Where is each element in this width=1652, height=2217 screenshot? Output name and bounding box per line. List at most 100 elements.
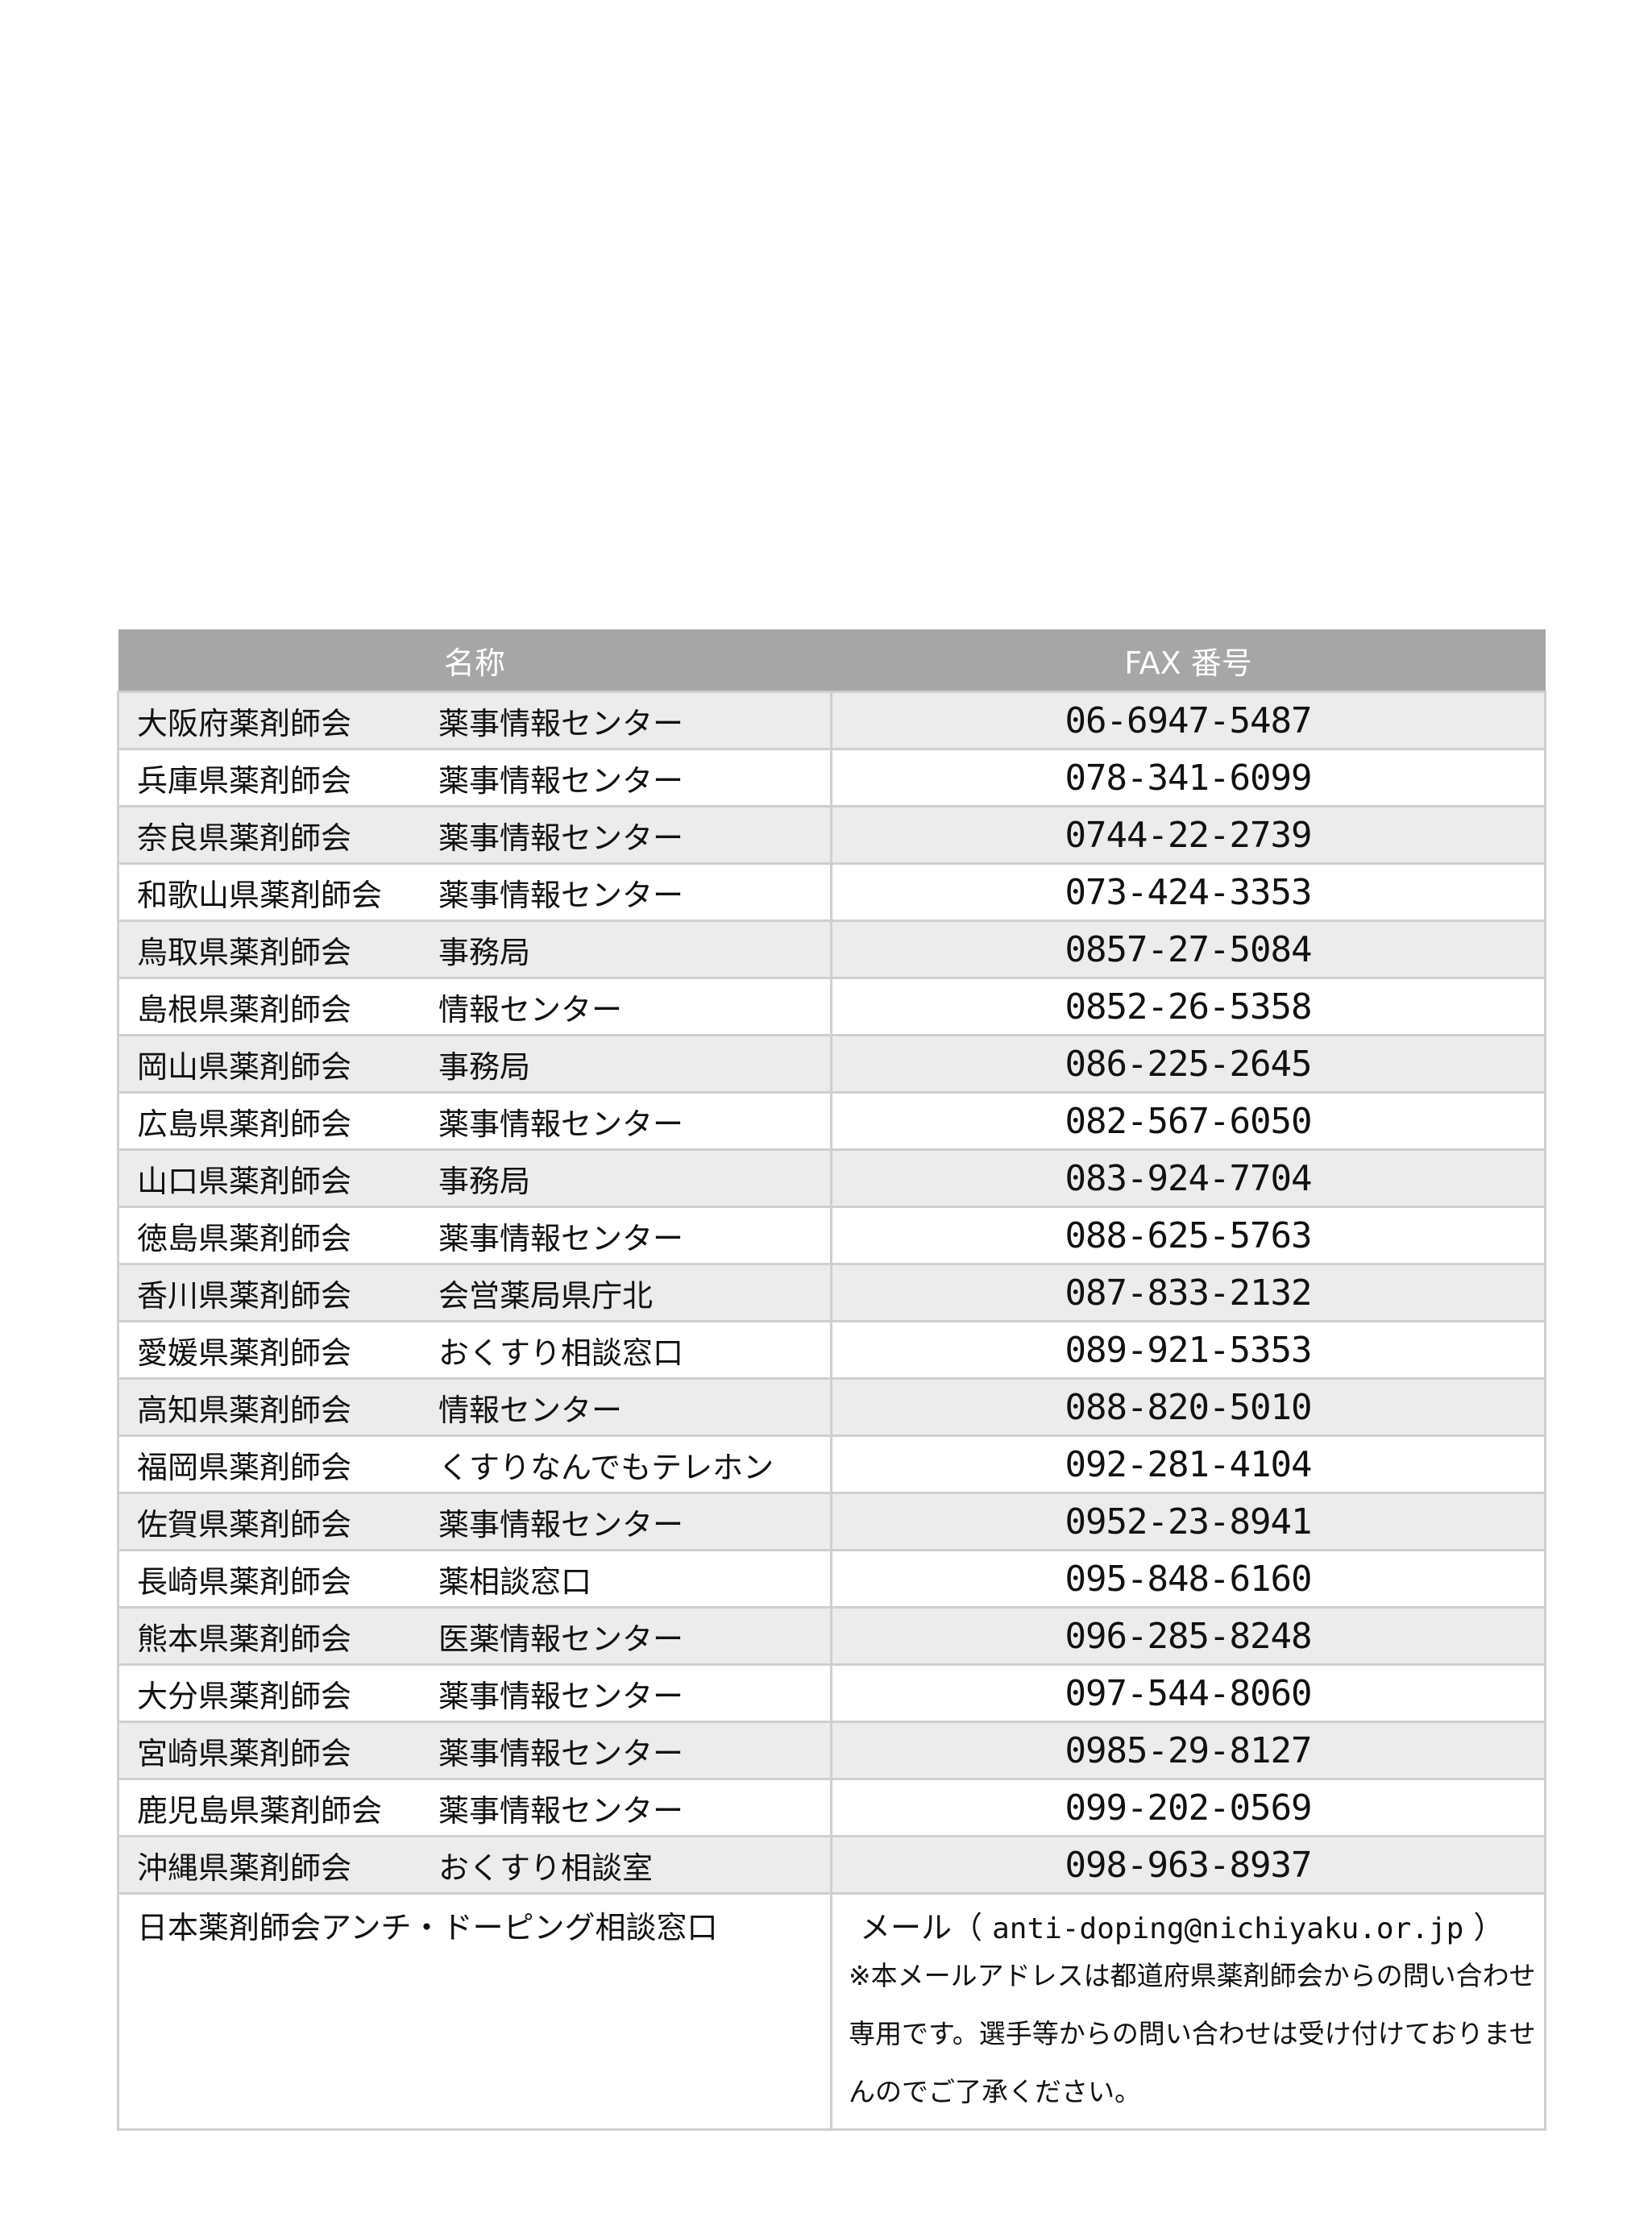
fax-number: 078-341-6099 [830,748,1546,808]
table-row: 佐賀県薬剤師会 薬事情報センター 0952-23-8941 [117,1492,1546,1551]
dept-name: 薬事情報センター [438,1678,684,1714]
dept-name: 薬事情報センター [438,1792,684,1829]
header-name: 名称 [118,629,832,692]
name-cell: 広島県薬剤師会 薬事情報センター [117,1091,832,1151]
table-row: 和歌山県薬剤師会 薬事情報センター 073-424-3353 [117,862,1546,922]
dept-name: 会営薬局県庁北 [438,1277,654,1314]
dept-name: 薬事情報センター [438,1506,684,1542]
name-cell: 熊本県薬剤師会 医薬情報センター [117,1606,832,1666]
org-name: 岡山県薬剤師会 [137,1048,352,1085]
name-cell: 山口県薬剤師会 事務局 [117,1148,832,1208]
name-cell: 徳島県薬剤師会 薬事情報センター [117,1206,832,1265]
org-name: 鹿児島県薬剤師会 [137,1792,383,1829]
org-name: 徳島県薬剤師会 [137,1220,352,1256]
table-row: 宮崎県薬剤師会 薬事情報センター 0985-29-8127 [117,1721,1546,1780]
table-row: 兵庫県薬剤師会 薬事情報センター 078-341-6099 [117,748,1546,808]
dept-name: 情報センター [438,991,623,1028]
org-name: 沖縄県薬剤師会 [137,1850,352,1886]
name-cell: 香川県薬剤師会 会営薬局県庁北 [117,1263,832,1322]
fax-number: 092-281-4104 [830,1434,1546,1494]
table-row: 熊本県薬剤師会 医薬情報センター 096-285-8248 [117,1606,1546,1666]
name-cell: 岡山県薬剤師会 事務局 [117,1034,832,1094]
mail-note: ※本メールアドレスは都道府県薬剤師会からの問い合わせ専用です。選手等からの問い合… [849,1960,1536,2107]
fax-directory-table: 名称 FAX 番号 大阪府薬剤師会 薬事情報センター 06-6947-5487 兵庫県… [117,629,1546,2131]
header-fax: FAX 番号 [831,629,1546,692]
dept-name: 事務局 [438,934,531,970]
dept-name: 医薬情報センター [438,1621,684,1657]
dept-name: 薬事情報センター [438,1735,684,1771]
dept-name: 事務局 [438,1163,531,1199]
name-cell: 島根県薬剤師会 情報センター [117,977,832,1036]
fax-number: 097-544-8060 [830,1663,1546,1723]
name-cell: 大阪府薬剤師会 薬事情報センター [117,691,832,750]
name-cell: 奈良県薬剤師会 薬事情報センター [117,805,832,865]
mail-label: メール（ [860,1910,983,1945]
name-cell: 福岡県薬剤師会 くすりなんでもテレホン [117,1434,832,1494]
fax-number: 0744-22-2739 [830,805,1546,865]
dept-name: おくすり相談室 [438,1850,654,1886]
fax-number: 06-6947-5487 [830,691,1546,750]
anti-doping-name: 日本薬剤師会アンチ・ドーピング相談窓口 [117,1892,832,2131]
table-row: 奈良県薬剤師会 薬事情報センター 0744-22-2739 [117,805,1546,865]
dept-name: 薬事情報センター [438,762,684,799]
org-name: 山口県薬剤師会 [137,1163,352,1199]
name-cell: 兵庫県薬剤師会 薬事情報センター [117,748,832,808]
name-cell: 高知県薬剤師会 情報センター [117,1377,832,1437]
name-cell: 鳥取県薬剤師会 事務局 [117,920,832,979]
dept-name: 薬事情報センター [438,1106,684,1142]
org-name: 宮崎県薬剤師会 [137,1735,352,1771]
dept-name: 薬事情報センター [438,820,684,856]
fax-number: 099-202-0569 [830,1778,1546,1837]
table-row: 香川県薬剤師会 会営薬局県庁北 087-833-2132 [117,1263,1546,1322]
fax-number: 0852-26-5358 [830,977,1546,1036]
table-row: 長崎県薬剤師会 薬相談窓口 095-848-6160 [117,1549,1546,1609]
name-cell: 宮崎県薬剤師会 薬事情報センター [117,1721,832,1780]
dept-name: くすりなんでもテレホン [438,1449,774,1485]
dept-name: 薬事情報センター [438,877,684,913]
dept-name: おくすり相談窓口 [438,1335,684,1371]
org-name: 熊本県薬剤師会 [137,1621,352,1657]
fax-number: 095-848-6160 [830,1549,1546,1609]
name-cell: 鹿児島県薬剤師会 薬事情報センター [117,1778,832,1837]
org-name: 大阪府薬剤師会 [137,705,352,741]
table-row: 大分県薬剤師会 薬事情報センター 097-544-8060 [117,1663,1546,1723]
org-name: 佐賀県薬剤師会 [137,1506,352,1542]
name-cell: 長崎県薬剤師会 薬相談窓口 [117,1549,832,1609]
table-row: 山口県薬剤師会 事務局 083-924-7704 [117,1148,1546,1208]
name-cell: 愛媛県薬剤師会 おくすり相談窓口 [117,1320,832,1380]
org-name: 島根県薬剤師会 [137,991,352,1028]
dept-name: 薬相談窓口 [438,1563,592,1600]
dept-name: 情報センター [438,1392,623,1428]
table-row: 福岡県薬剤師会 くすりなんでもテレホン 092-281-4104 [117,1434,1546,1494]
org-name: 香川県薬剤師会 [137,1277,352,1314]
org-name: 愛媛県薬剤師会 [137,1335,352,1371]
table-row: 鳥取県薬剤師会 事務局 0857-27-5084 [117,920,1546,979]
dept-name: 薬事情報センター [438,1220,684,1256]
table-row: 高知県薬剤師会 情報センター 088-820-5010 [117,1377,1546,1437]
table-row: 徳島県薬剤師会 薬事情報センター 088-625-5763 [117,1206,1546,1265]
table-row: 鹿児島県薬剤師会 薬事情報センター 099-202-0569 [117,1778,1546,1837]
table-row: 沖縄県薬剤師会 おくすり相談室 098-963-8937 [117,1835,1546,1895]
fax-number: 073-424-3353 [830,862,1546,922]
fax-number: 096-285-8248 [830,1606,1546,1666]
anti-doping-contact: メール（ anti-doping@nichiyaku.or.jp ） ※本メール… [830,1892,1546,2131]
table-row: 愛媛県薬剤師会 おくすり相談窓口 089-921-5353 [117,1320,1546,1380]
table-row: 大阪府薬剤師会 薬事情報センター 06-6947-5487 [117,691,1546,750]
org-name: 大分県薬剤師会 [137,1678,352,1714]
org-name: 長崎県薬剤師会 [137,1563,352,1600]
org-name: 鳥取県薬剤師会 [137,934,352,970]
org-name: 高知県薬剤師会 [137,1392,352,1428]
fax-number: 0857-27-5084 [830,920,1546,979]
fax-number: 082-567-6050 [830,1091,1546,1151]
org-name: 奈良県薬剤師会 [137,820,352,856]
table-row: 広島県薬剤師会 薬事情報センター 082-567-6050 [117,1091,1546,1151]
table-header: 名称 FAX 番号 [118,629,1546,692]
table-row: 岡山県薬剤師会 事務局 086-225-2645 [117,1034,1546,1094]
anti-doping-row: 日本薬剤師会アンチ・ドーピング相談窓口 メール（ anti-doping@nic… [117,1892,1546,2131]
fax-number: 088-820-5010 [830,1377,1546,1437]
table-row: 島根県薬剤師会 情報センター 0852-26-5358 [117,977,1546,1036]
org-name: 兵庫県薬剤師会 [137,762,352,799]
fax-number: 098-963-8937 [830,1835,1546,1895]
fax-number: 089-921-5353 [830,1320,1546,1380]
name-cell: 沖縄県薬剤師会 おくすり相談室 [117,1835,832,1895]
